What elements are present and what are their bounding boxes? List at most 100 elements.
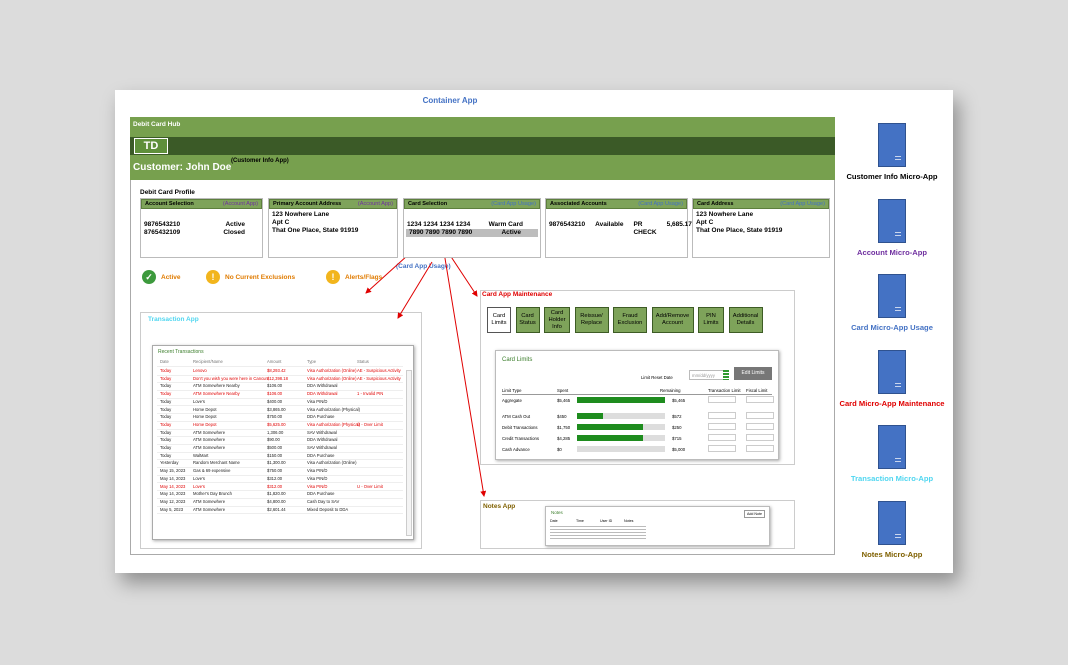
status-icon: ✓	[142, 270, 156, 284]
scrollbar[interactable]	[406, 370, 412, 536]
tab[interactable]: Reissue/ Replace	[574, 307, 609, 333]
table-cell: $8,293.42	[267, 368, 286, 373]
limits-header: Remaining	[660, 388, 681, 393]
limit-type: ATM Cash Out	[502, 414, 531, 419]
panel-cell: 9876543210	[144, 221, 181, 228]
table-row: Today ATM Somewhere 1,306.00 SAV Withdrawal	[157, 430, 403, 438]
table-cell: DDA Withdrawal	[307, 383, 338, 389]
table-cell: $750.00	[267, 414, 283, 420]
panel-title: Primary Account Address	[273, 201, 342, 207]
limit-input[interactable]	[746, 445, 774, 452]
panel-app: (Card App Usage)	[638, 201, 683, 207]
reset-label: Limit Reset Date	[641, 375, 673, 380]
header-cell: Amount	[267, 359, 282, 364]
server-icon	[878, 198, 906, 243]
panel-cell: Apt C	[272, 219, 290, 226]
table-cell: ATM Somewhere	[193, 445, 226, 450]
panel-header: Card Address (Card App Usage)	[693, 199, 829, 209]
table-cell: $90.00	[267, 437, 280, 443]
table-cell: Today	[160, 398, 172, 404]
edit-limits-button[interactable]: Edit Limits	[734, 367, 772, 380]
panel-row: 8765432109 Closed	[141, 229, 262, 237]
limit-remaining: $5,000	[672, 447, 686, 452]
calendar-icon[interactable]	[723, 370, 729, 380]
table-row: May 5, 2023 ATM Somewhere $2,601.44 Mixed D…	[157, 507, 403, 515]
limit-input[interactable]	[708, 423, 736, 430]
panel-header: Card Selection (Card App Usage)	[404, 199, 540, 209]
table-cell: $4,800.00	[267, 498, 286, 504]
table-cell: Today	[160, 383, 172, 389]
micro-app-label: Account Micro-App	[856, 247, 928, 257]
header-cell: Recipient/Name	[193, 359, 223, 364]
micro-app-label: Notes Micro-App	[861, 549, 923, 559]
tab[interactable]: Fraud Exclusion	[613, 307, 647, 333]
table-cell: May 14, 2023	[160, 475, 186, 481]
table-cell: $12,398.18	[267, 375, 288, 381]
limits-header: Spent	[557, 388, 569, 393]
table-cell: Home Depot	[193, 406, 217, 412]
notes-header: Notes	[624, 519, 634, 523]
table-cell: DDA Purchase	[307, 491, 335, 497]
table-row: Yesterday Random Merchant Name $1,300.00 Vi…	[157, 460, 403, 469]
table-row: Today Love's $400.00 Visa PIN/D	[157, 399, 403, 407]
limit-input[interactable]	[708, 396, 736, 403]
panel-row: 9876543210 Active	[141, 221, 262, 229]
server-icon	[878, 349, 906, 394]
table-cell: $312.00	[267, 483, 283, 489]
table-cell: $400.00	[267, 398, 283, 404]
table-cell: ATM Somewhere	[193, 498, 226, 504]
panel-row: That One Place, State 91919	[269, 227, 397, 235]
panel-cell: That One Place, State 91919	[272, 227, 359, 234]
table-cell: $500.00	[267, 445, 283, 450]
tab[interactable]: Card Status	[515, 307, 540, 333]
add-note-button[interactable]: Add Note	[744, 510, 765, 518]
limit-input[interactable]	[746, 412, 774, 419]
panel-cell: 9876543210	[549, 221, 586, 228]
limit-spent: $1,750	[557, 425, 571, 430]
table-header: Date Recipient/Name Amount Type Status	[157, 359, 403, 367]
notes-header: User ID	[600, 519, 613, 523]
notes-rows	[550, 524, 646, 540]
limit-spent: $5,465	[557, 398, 571, 403]
limit-input[interactable]	[708, 445, 736, 452]
bar-track	[577, 446, 665, 452]
table-cell: Cash Day to SAV	[307, 498, 340, 504]
tab[interactable]: PIN Limits	[698, 307, 724, 333]
limit-input[interactable]	[708, 434, 736, 441]
table-row: Today ATM Somewhere $500.00 SAV Withdrawal	[157, 445, 403, 453]
panel-header: Associated Accounts (Card App Usage)	[546, 199, 687, 209]
table-cell: $150.00	[267, 452, 283, 458]
limit-remaining: $5,465	[672, 398, 686, 403]
tab[interactable]: Card Limits	[487, 307, 511, 333]
limit-input[interactable]	[746, 396, 774, 403]
bar	[577, 397, 665, 403]
server-icon	[878, 123, 906, 167]
limit-input[interactable]	[746, 434, 774, 441]
bar	[577, 413, 604, 419]
limit-input[interactable]	[746, 423, 774, 430]
table-cell: AE - Suspicious Activity	[357, 368, 401, 373]
table-cell: Today	[160, 421, 172, 427]
panel-body: 1234 1234 1234 1234 Warm Card 7890 7890 78…	[404, 209, 540, 237]
limit-input[interactable]	[708, 412, 736, 419]
panel-title: Card Address	[697, 201, 734, 207]
table-cell: Visa PIN/D	[307, 475, 328, 481]
panel-cell: 7890 7890 7890 7890	[409, 229, 473, 236]
limits-panel: Card Limits Limit Reset Date mm/dd/yyyy …	[495, 350, 779, 460]
table-cell: ATM Somewhere	[193, 429, 226, 435]
panel-body: 123 Nowhere Lane Apt C That One Place, Sta…	[269, 209, 397, 235]
panel-cell: 123 Nowhere Lane	[696, 211, 754, 218]
limit-spent: $450	[557, 414, 567, 419]
table-cell: Love's	[193, 475, 205, 481]
panel-title: Account Selection	[145, 201, 194, 207]
server-icon	[878, 274, 906, 318]
tab[interactable]: Add/Remove Account	[651, 307, 694, 333]
table-cell: Lenovo	[193, 368, 207, 373]
tab[interactable]: Card Holder Info	[544, 307, 570, 333]
hub	[130, 117, 835, 555]
tab[interactable]: Additional Details	[728, 307, 763, 333]
table-cell: $750.00	[267, 468, 283, 474]
limit-remaining: $250	[672, 425, 682, 430]
table-cell: Don't you wish you were here in Cancun	[193, 375, 268, 381]
profile-title: Debit Card Profile	[140, 189, 195, 196]
